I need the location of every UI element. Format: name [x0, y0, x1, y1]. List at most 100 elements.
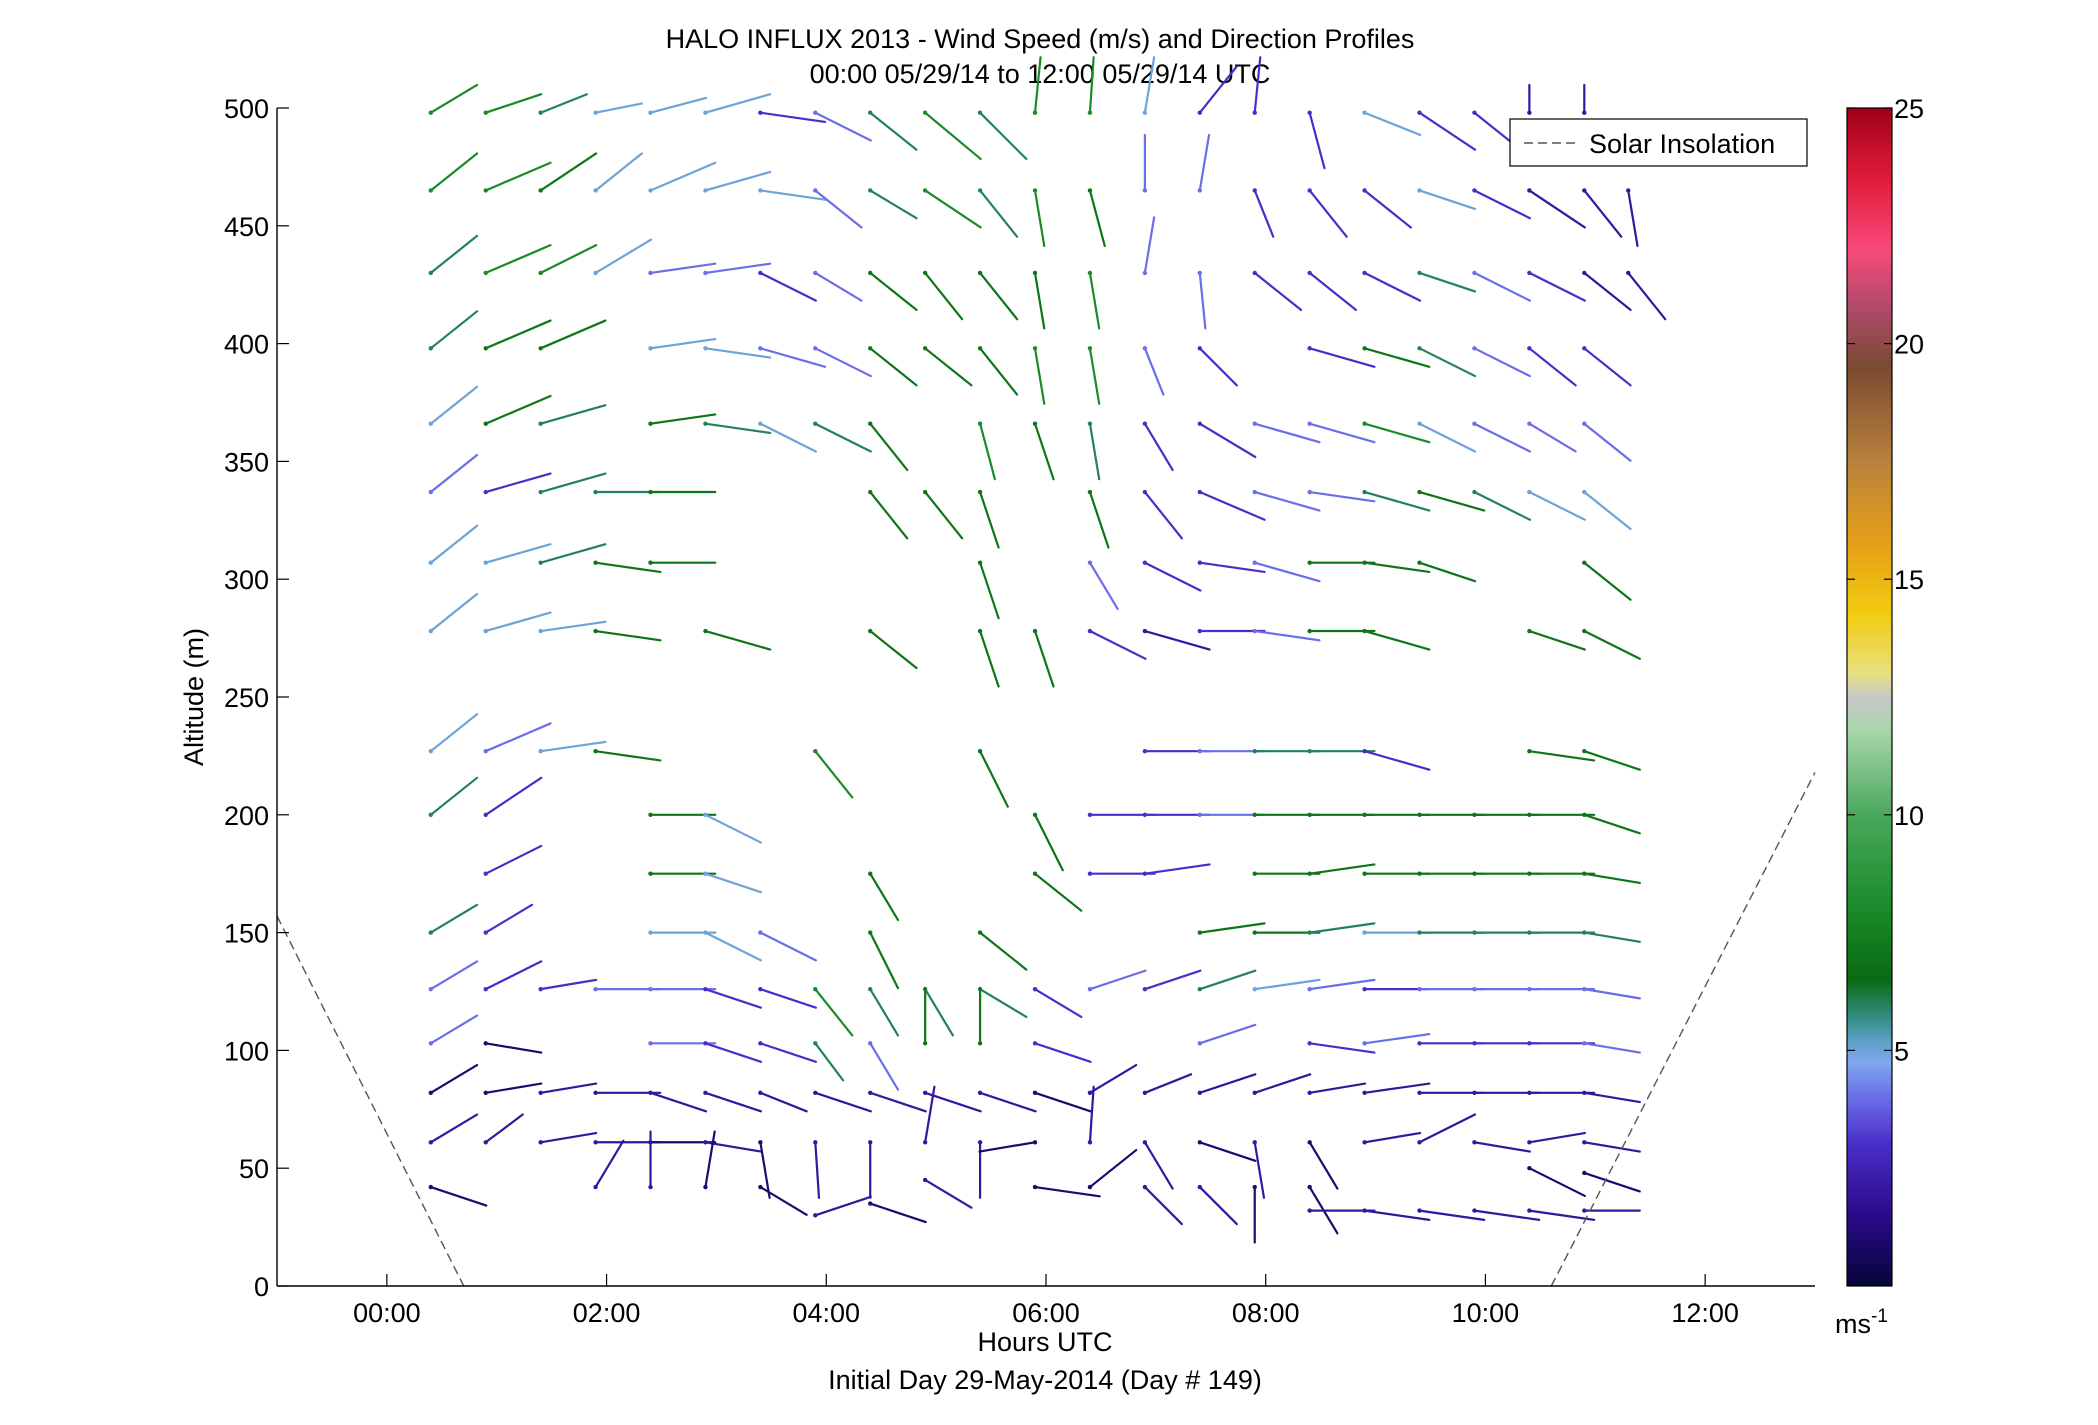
wind-vector-origin — [428, 1041, 433, 1046]
wind-vector — [1363, 1032, 1431, 1045]
solar-insolation-curve — [276, 772, 1816, 1287]
wind-vector-origin — [1197, 628, 1203, 634]
wind-vector-origin — [1087, 628, 1093, 634]
wind-vector — [1253, 56, 1262, 114]
wind-vector — [429, 1014, 479, 1045]
wind-vector — [1143, 1073, 1193, 1094]
wind-vector-origin — [538, 560, 543, 565]
wind-vector-origin — [1472, 1090, 1477, 1096]
wind-vector — [704, 813, 763, 844]
wind-vector — [704, 1141, 763, 1153]
wind-vector — [924, 988, 955, 1037]
wind-vector — [704, 422, 772, 435]
y-axis-ticks: 0 50 100 150 200 250 300 350 400 450 500 — [224, 94, 289, 1302]
wind-vector-origin — [703, 1041, 708, 1046]
wind-vector-origin — [648, 1090, 653, 1096]
wind-vector — [704, 1130, 716, 1189]
wind-vector-origin — [1252, 110, 1257, 115]
wind-vector — [869, 1202, 927, 1224]
wind-vector-origin — [1582, 270, 1587, 276]
wind-vector-origin — [1582, 1170, 1587, 1176]
wind-vector-origin — [758, 421, 763, 426]
wind-vector — [978, 422, 996, 481]
wind-vector-origin — [1307, 421, 1312, 426]
wind-vector-origin — [1142, 1184, 1148, 1190]
wind-vector-origin — [1142, 628, 1148, 634]
wind-vector-origin — [1087, 110, 1093, 115]
wind-vector-origin — [758, 270, 763, 276]
wind-vector-origin — [1252, 871, 1257, 876]
wind-vector — [869, 490, 909, 540]
wind-vector-origin — [1197, 1090, 1203, 1096]
wind-vector-origin — [868, 628, 873, 634]
wind-vector-origin — [483, 188, 488, 193]
wind-vector — [539, 978, 598, 991]
wind-vector — [1528, 490, 1586, 521]
wind-vector-origin — [648, 986, 653, 992]
wind-vector-origin — [593, 628, 598, 634]
wind-vector-origin — [1307, 346, 1312, 351]
wind-vector — [484, 960, 543, 991]
wind-vector-origin — [1417, 489, 1422, 495]
wind-vector — [1528, 629, 1586, 651]
wind-vector — [429, 524, 479, 564]
wind-vector — [1308, 347, 1376, 368]
wind-vector — [1418, 271, 1477, 293]
wind-vector — [1088, 1085, 1095, 1144]
y-tick-label: 350 — [224, 447, 269, 477]
wind-vector-origin — [538, 628, 543, 634]
y-tick-label: 50 — [239, 1154, 269, 1184]
x-tick-label: 02:00 — [573, 1298, 641, 1328]
wind-vector-origin — [428, 812, 433, 817]
wind-vector — [1253, 1073, 1312, 1094]
wind-vector-origin — [1307, 628, 1312, 634]
wind-vector-origin — [868, 188, 873, 193]
wind-vector — [484, 319, 552, 350]
wind-vector-origin — [483, 421, 488, 426]
wind-vector-origin — [428, 560, 433, 565]
wind-vector-origin — [1582, 748, 1587, 754]
wind-vector-origin — [483, 812, 488, 817]
wind-vector-origin — [593, 986, 598, 992]
wind-vector — [924, 189, 982, 229]
wind-vector — [649, 161, 717, 192]
wind-vector-origin — [1362, 628, 1367, 634]
wind-vector — [1143, 1185, 1183, 1226]
wind-vector-origin — [1362, 421, 1367, 426]
wind-vector — [814, 750, 854, 799]
wind-vector — [1143, 422, 1174, 472]
wind-vector-origin — [1417, 930, 1422, 935]
wind-vector — [1583, 422, 1632, 462]
wind-vector-origin — [1582, 560, 1587, 565]
wind-vector — [1088, 1148, 1138, 1189]
wind-vector-origin — [813, 188, 818, 193]
wind-vector — [814, 347, 872, 378]
wind-vector-origin — [758, 346, 763, 351]
wind-vector-origin — [1307, 110, 1312, 115]
wind-vector — [759, 422, 817, 453]
wind-vector — [814, 988, 854, 1037]
wind-vector-origin — [428, 270, 433, 276]
wind-vector-origin — [1362, 871, 1367, 876]
wind-vector — [978, 189, 1019, 238]
wind-vector — [539, 740, 607, 753]
wind-vector-origin — [922, 110, 928, 115]
wind-vector-origin — [1417, 1208, 1422, 1213]
wind-vector — [1253, 189, 1275, 238]
wind-vector-origin — [1307, 489, 1312, 495]
wind-vector — [978, 1091, 1037, 1113]
wind-vector — [1198, 65, 1238, 114]
wind-vector-origin — [1197, 1041, 1203, 1046]
wind-vector-origin — [538, 986, 543, 992]
wind-vector — [1418, 422, 1477, 453]
wind-vector-origin — [1472, 270, 1477, 276]
wind-vector-origin — [1307, 188, 1312, 193]
wind-vector-origin — [1252, 812, 1257, 817]
wind-vector-origin — [483, 1140, 488, 1145]
wind-vector-origin — [922, 1041, 928, 1046]
wind-vector-origin — [1472, 1208, 1477, 1213]
wind-vector — [539, 244, 598, 275]
wind-vector-origin — [1032, 1140, 1038, 1145]
wind-vector-origin — [868, 1090, 873, 1096]
x-tick-label: 06:00 — [1012, 1298, 1080, 1328]
